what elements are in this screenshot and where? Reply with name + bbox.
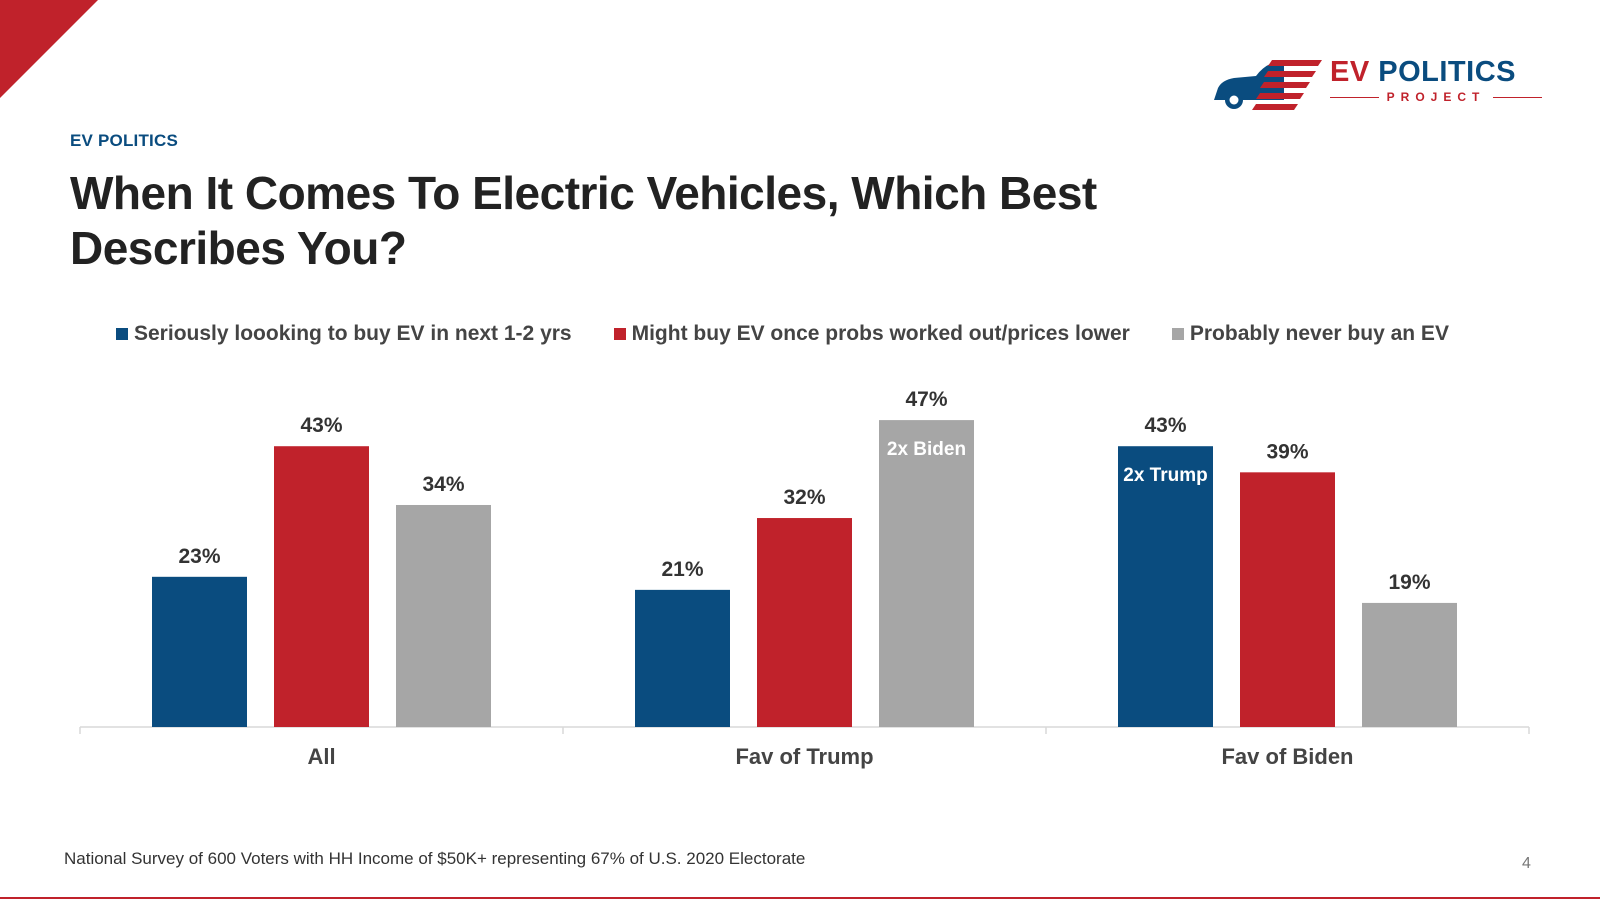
bar-annotation: 2x Trump — [1123, 465, 1207, 486]
bar-annotation: 2x Biden — [887, 439, 966, 460]
data-label: 19% — [1388, 571, 1430, 594]
logo-subtitle: PROJECT — [1330, 90, 1542, 104]
data-label: 21% — [661, 558, 703, 581]
legend-swatch-blue — [116, 328, 128, 340]
legend-label: Might buy EV once probs worked out/price… — [631, 322, 1130, 345]
data-label: 43% — [300, 414, 342, 437]
brand-logo: EV POLITICS PROJECT — [1212, 54, 1542, 114]
legend-item-seriously-looking: Seriously loooking to buy EV in next 1-2… — [116, 322, 572, 346]
legend-swatch-red — [613, 328, 626, 340]
x-tick-label: Fav of Biden — [1221, 744, 1353, 769]
x-tick-label: Fav of Trump — [735, 744, 873, 769]
section-eyebrow: EV POLITICS — [70, 131, 178, 150]
corner-accent — [0, 0, 98, 98]
logo-wordmark: EV POLITICS — [1330, 56, 1516, 89]
bar — [1118, 446, 1213, 727]
legend-item-might-buy: Might buy EV once probs worked out/price… — [613, 322, 1130, 346]
data-label: 32% — [783, 486, 825, 509]
logo-subtitle-text: PROJECT — [1386, 90, 1486, 104]
logo-rule-right — [1493, 96, 1542, 98]
logo-wordmark-ev: EV — [1330, 56, 1370, 88]
x-tick-label: All — [307, 744, 335, 769]
logo-wordmark-rest: POLITICS — [1378, 56, 1516, 88]
chart-legend: Seriously loooking to buy EV in next 1-2… — [116, 322, 1449, 346]
logo-rule-left — [1330, 96, 1379, 98]
page-number: 4 — [1522, 855, 1531, 872]
bar — [396, 504, 491, 727]
data-label: 43% — [1144, 414, 1186, 437]
bar — [635, 589, 730, 727]
legend-item-never-buy: Probably never buy an EV — [1171, 322, 1449, 346]
data-label: 23% — [178, 545, 220, 568]
legend-label: Seriously loooking to buy EV in next 1-2… — [134, 322, 572, 345]
data-label: 34% — [422, 473, 464, 496]
bar — [879, 420, 974, 727]
bar — [1362, 602, 1457, 727]
data-label: 39% — [1266, 440, 1308, 463]
bar — [757, 518, 852, 727]
footnote: National Survey of 600 Voters with HH In… — [64, 849, 806, 868]
bar-chart: 23% 43% 34% All 21% 32% 47% 2x Biden Fav of Trum… — [79, 388, 1530, 769]
legend-swatch-gray — [1171, 328, 1184, 340]
bar — [1240, 472, 1335, 727]
bar — [274, 446, 369, 727]
bar — [152, 576, 247, 727]
legend-label: Probably never buy an EV — [1189, 322, 1449, 345]
page-title: When It Comes To Electric Vehicles, Whic… — [70, 167, 1097, 274]
data-label: 47% — [905, 388, 947, 411]
car-with-flag-stripes-icon — [1214, 60, 1322, 110]
bottom-rule — [0, 897, 1600, 899]
